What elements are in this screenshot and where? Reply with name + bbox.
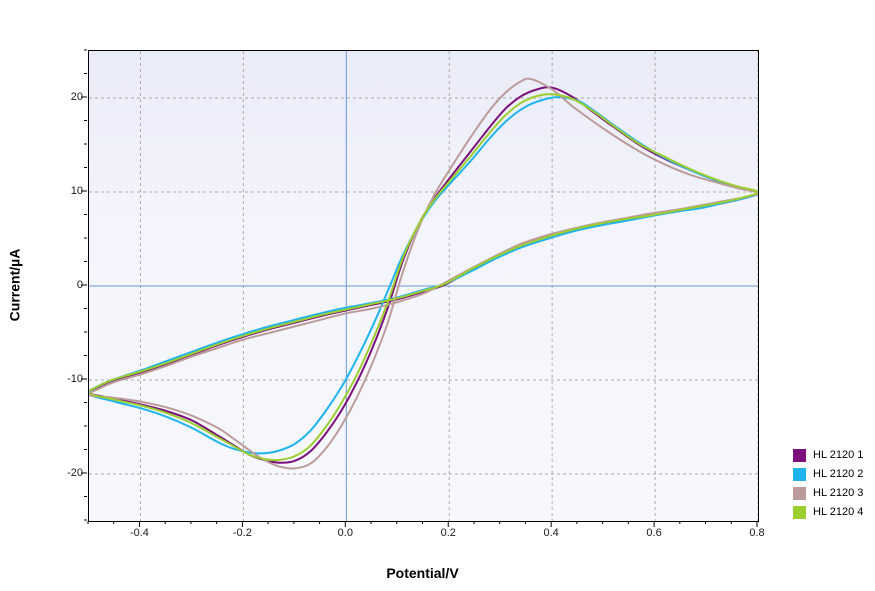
y-axis-title-wrap: Current/µA bbox=[2, 50, 26, 520]
legend-item-hl-2120-4[interactable]: HL 2120 4 bbox=[793, 505, 863, 519]
x-tick-label: -0.2 bbox=[232, 527, 252, 539]
legend-swatch bbox=[793, 467, 806, 481]
y-tick-label: 20 bbox=[70, 91, 83, 103]
x-tick-label: 0.2 bbox=[440, 527, 456, 539]
x-tick-label: 0.4 bbox=[543, 527, 559, 539]
cv-curve-hl-2120-3 bbox=[89, 77, 758, 470]
x-tick-label: 0.8 bbox=[749, 527, 765, 539]
legend-label: HL 2120 1 bbox=[813, 449, 864, 461]
x-tick-label: -0.4 bbox=[129, 527, 149, 539]
plot-area[interactable] bbox=[88, 50, 759, 522]
y-axis-title: Current/µA bbox=[6, 248, 22, 322]
y-tick-label: -10 bbox=[67, 373, 83, 385]
legend: HL 2120 1 HL 2120 2 HL 2120 3 HL 2120 4 bbox=[793, 448, 863, 524]
legend-swatch bbox=[793, 486, 806, 500]
x-tick-label: 0.0 bbox=[337, 527, 353, 539]
legend-label: HL 2120 4 bbox=[813, 506, 864, 518]
cv-curve-hl-2120-4 bbox=[89, 93, 758, 462]
cv-curve-hl-2120-2 bbox=[89, 96, 758, 455]
y-tick-label: 10 bbox=[70, 185, 83, 197]
legend-item-hl-2120-2[interactable]: HL 2120 2 bbox=[793, 467, 863, 481]
y-tick-label: -20 bbox=[67, 467, 83, 479]
cv-plot-canvas bbox=[89, 51, 758, 521]
x-axis-title: Potential/V bbox=[386, 565, 459, 581]
legend-swatch bbox=[793, 505, 806, 519]
legend-swatch bbox=[793, 448, 806, 462]
legend-item-hl-2120-1[interactable]: HL 2120 1 bbox=[793, 448, 863, 462]
y-tick-label: 0 bbox=[76, 279, 83, 291]
legend-item-hl-2120-3[interactable]: HL 2120 3 bbox=[793, 486, 863, 500]
cv-curve-hl-2120-1 bbox=[89, 86, 758, 464]
legend-label: HL 2120 3 bbox=[813, 487, 864, 499]
legend-label: HL 2120 2 bbox=[813, 468, 864, 480]
x-tick-label: 0.6 bbox=[646, 527, 662, 539]
